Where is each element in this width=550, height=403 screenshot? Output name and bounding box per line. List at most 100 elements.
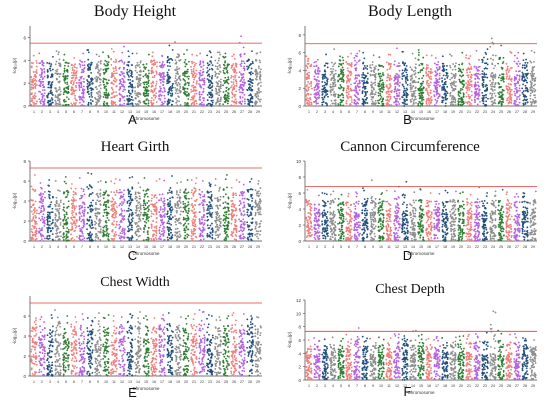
snp-point: [394, 76, 397, 79]
snp-point: [88, 195, 91, 197]
snp-point: [361, 86, 364, 89]
snp-point: [34, 190, 36, 193]
snp-point: [105, 190, 108, 192]
snp-point: [362, 104, 365, 106]
snp-point: [494, 95, 497, 97]
snp-point: [339, 101, 342, 104]
snp-point: [192, 70, 195, 72]
snp-point: [155, 80, 158, 83]
snp-point: [436, 92, 438, 95]
snp-point: [307, 87, 310, 89]
snp-point: [434, 98, 437, 101]
snp-point: [239, 97, 242, 99]
snp-point: [355, 74, 357, 77]
snp-point: [155, 101, 158, 103]
snp-point: [240, 60, 243, 62]
snp-point: [91, 78, 94, 81]
snp-point: [409, 84, 412, 87]
x-tick-label: 25: [224, 110, 228, 114]
snp-point: [258, 82, 260, 85]
snp-point: [329, 86, 332, 89]
snp-point: [107, 67, 110, 70]
snp-point: [62, 59, 65, 62]
snp-point: [508, 88, 511, 90]
snp-point: [135, 52, 138, 55]
snp-point: [182, 74, 184, 76]
snp-point: [380, 100, 383, 103]
snp-point: [191, 60, 193, 63]
snp-point: [454, 101, 456, 104]
snp-point: [404, 100, 406, 103]
snp-point: [54, 216, 57, 219]
snp-point: [389, 84, 392, 87]
snp-point: [30, 239, 33, 242]
snp-point: [315, 97, 317, 100]
snp-point: [80, 215, 83, 218]
snp-point: [223, 97, 226, 100]
x-tick-label: 3: [324, 110, 326, 114]
snp-point: [442, 83, 445, 86]
snp-point: [123, 45, 125, 48]
snp-point: [361, 73, 363, 76]
snp-point: [411, 77, 414, 80]
snp-point: [526, 98, 529, 101]
snp-point: [110, 64, 113, 66]
snp-point: [258, 65, 260, 68]
x-tick-label: 8: [89, 110, 91, 114]
snp-point: [70, 71, 73, 74]
snp-point: [308, 97, 311, 100]
snp-point: [354, 67, 357, 70]
snp-point: [192, 84, 195, 87]
snp-point: [218, 51, 221, 54]
snp-point: [374, 84, 377, 86]
snp-point: [95, 222, 98, 224]
snp-point: [210, 56, 213, 59]
snp-point: [66, 75, 69, 78]
snp-point: [378, 85, 380, 88]
snp-point: [469, 63, 471, 66]
snp-point: [362, 51, 365, 54]
snp-point: [88, 219, 91, 221]
snp-point: [534, 77, 537, 79]
snp-point: [46, 226, 49, 229]
snp-point: [59, 190, 61, 192]
snp-point: [338, 75, 340, 77]
snp-point: [105, 89, 108, 92]
snp-point: [159, 65, 161, 68]
snp-point: [191, 53, 194, 56]
snp-point: [62, 93, 65, 96]
snp-point: [427, 97, 430, 100]
snp-point: [526, 90, 529, 92]
snp-point: [358, 59, 361, 62]
snp-point: [227, 95, 230, 98]
snp-point: [517, 104, 519, 106]
snp-point: [310, 103, 313, 106]
snp-point: [51, 238, 54, 241]
snp-point: [346, 67, 349, 70]
snp-point: [91, 96, 94, 98]
snp-point: [116, 191, 118, 194]
snp-point: [49, 230, 52, 233]
snp-point: [240, 35, 242, 38]
snp-point: [452, 98, 455, 101]
snp-point: [152, 71, 154, 74]
snp-point: [91, 61, 93, 64]
snp-point: [199, 69, 202, 72]
snp-point: [186, 91, 188, 93]
snp-point: [95, 63, 98, 66]
snp-point: [429, 81, 432, 84]
snp-point: [379, 72, 382, 75]
snp-point: [110, 191, 113, 193]
snp-point: [334, 99, 337, 102]
snp-point: [194, 90, 197, 92]
snp-point: [41, 71, 43, 74]
snp-point: [81, 68, 83, 71]
snp-point: [162, 81, 165, 84]
snp-point: [102, 191, 105, 194]
snp-point: [33, 211, 36, 214]
snp-point: [453, 89, 456, 92]
snp-point: [406, 78, 409, 81]
snp-point: [241, 84, 244, 86]
snp-point: [80, 104, 83, 107]
snp-point: [223, 100, 226, 103]
